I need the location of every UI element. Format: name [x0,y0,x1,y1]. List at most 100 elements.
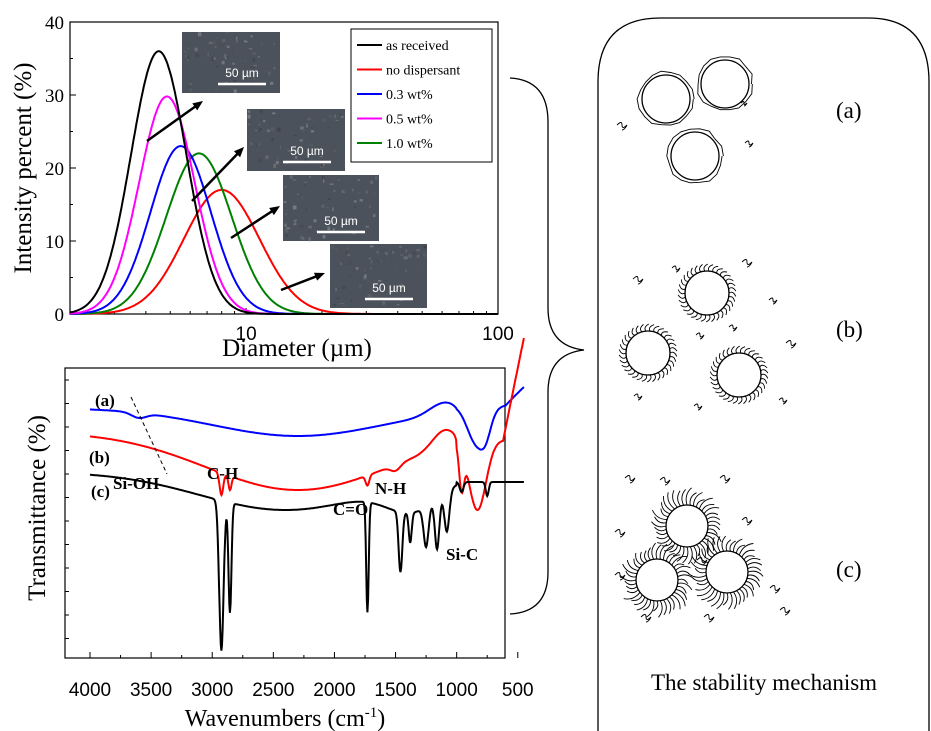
ftir-line-b [89,337,525,512]
pointer-arrow [280,273,320,292]
particle [666,128,724,184]
bottom-ticks: 4000 3500 3000 2500 2000 1500 1000 500 [65,379,534,701]
particle [636,70,695,126]
peak-annotation: N-H [375,479,406,498]
mechanism-panel: (a) (b) (c) The stability mechanism [597,17,930,731]
peak-annotation: C-H [207,464,238,483]
bottom-x-axis-title: Wavenumbers (cm-1) [185,705,386,731]
polymer-chain [671,265,681,273]
x-tick-label: 100 [482,324,514,345]
mechanism-drawings [614,56,797,623]
polymer-chain [624,475,636,484]
polymer-chain [744,140,754,148]
x-tick-label: 10 [236,324,257,345]
particle [697,56,753,111]
polymer-chain [614,572,626,581]
polymer-chain [693,403,703,411]
polymer-chain [640,614,652,623]
ftir-series-label: (c) [91,482,110,501]
sem-image: 50 µm [330,244,427,308]
ftir-chart: 4000 3500 3000 2500 2000 1500 1000 500 (a) (b) (c… [24,337,534,731]
polymer-chain [728,324,738,332]
top-series [69,50,498,315]
y-tick-label: 10 [45,232,64,253]
pointer-arrow [230,208,276,240]
mechanism-label-b: (b) [836,317,863,342]
dashed-guide [130,396,168,475]
ftir-line-a [90,386,525,451]
polymer-chain [741,259,753,268]
x-title-main: Wavenumbers (cm [185,706,365,731]
legend-label: as received [386,39,449,54]
sem-image: 50 µm [182,32,280,93]
x-title-sup: -1 [365,705,378,721]
particle [687,535,764,610]
ftir-series-label: (a) [95,391,115,410]
scale-bar-label: 50 µm [225,66,259,80]
legend-label: no dispersant [386,64,460,79]
legend-label: 1.0 wt% [386,137,433,152]
pointer-arrow [146,103,199,143]
sem-insets: 50 µm 50 µm 50 µm 50 µm [146,32,427,308]
polymer-chain [719,475,731,484]
polymer-chain [659,477,671,486]
y-tick-label: 20 [45,159,64,180]
x-tick-label: 3000 [191,680,233,701]
top-y-axis-title: Intensity percent (%) [10,62,37,273]
series-line-0 [69,50,498,315]
curly-brace [509,77,585,615]
ftir-series: (a) (b) (c) Si-OH C-H C=O N-H Si-C [89,337,525,651]
top-x-axis-title: Diameter (µm) [222,335,372,362]
pointer-arrow [191,150,241,202]
polymer-chain [633,393,643,401]
particle [709,345,769,405]
polymer-chain [696,557,708,566]
mechanism-label-c: (c) [836,557,862,582]
polymer-chain [779,607,791,616]
y-tick-label: 0 [55,305,65,326]
mechanism-caption: The stability mechanism [651,670,877,695]
mechanism-label-a: (a) [836,98,862,123]
x-tick-label: 500 [502,680,534,701]
scale-bar-label: 50 µm [324,214,358,228]
particle [677,263,737,323]
y-tick-label: 40 [45,13,64,34]
polymer-chain [769,585,781,594]
polymer-chain [616,122,628,131]
x-tick-label: 3500 [130,680,172,701]
polymer-chain [741,517,753,526]
mechanism-panel-frame [597,17,930,731]
scale-bar-label: 50 µm [372,281,406,295]
x-tick-label: 2000 [313,680,355,701]
legend-label: 0.5 wt% [386,113,433,128]
particle [620,542,694,618]
x-tick-label: 4000 [69,680,111,701]
ftir-line-c [90,473,524,651]
polymer-chain [785,340,797,349]
pointer-arrowhead [269,206,280,216]
sem-image: 50 µm [247,109,345,171]
peak-annotation: Si-OH [113,474,159,493]
bottom-plot-frame [64,367,506,659]
polymer-chain [768,297,778,305]
polymer-chain [778,397,788,405]
y-tick-label: 30 [45,86,64,107]
x-tick-label: 2500 [252,680,294,701]
polymer-chain [695,332,705,340]
particle [651,487,722,565]
x-tick-label: 1000 [436,680,478,701]
pointer-arrowhead [233,147,244,158]
pointer-arrowhead [314,272,325,281]
polymer-chain [740,101,748,107]
size-distribution-chart: 0 10 20 30 40 10 100 50 µm 50 µm 50 µm 50 µm Diam… [10,13,514,362]
polymer-chain [614,529,626,538]
particle [618,323,678,383]
scale-bar-label: 50 µm [290,144,324,158]
x-title-end: ) [377,706,385,731]
sem-image: 50 µm [283,175,379,242]
legend: as received no dispersant 0.3 wt% 0.5 wt% 1.… [350,28,493,163]
legend-label: 0.3 wt% [386,88,433,103]
bottom-y-axis-title: Transmittance (%) [24,415,51,601]
polymer-chain [703,614,715,623]
